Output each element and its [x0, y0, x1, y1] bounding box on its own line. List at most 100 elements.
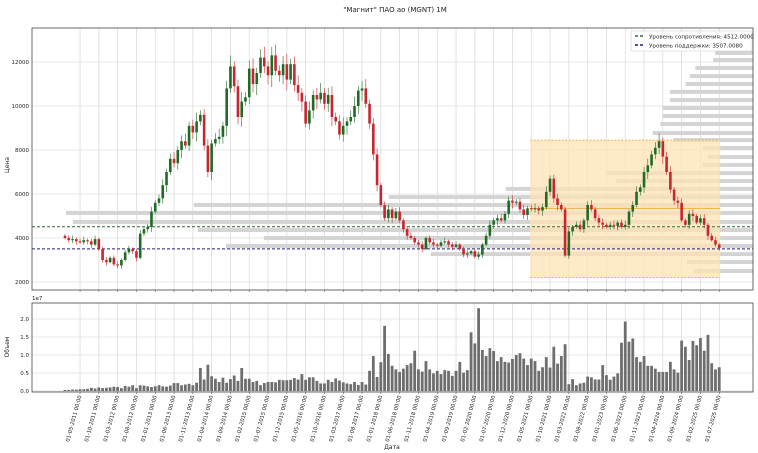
- candle-body: [161, 185, 165, 199]
- candle-body: [710, 235, 714, 241]
- volume-bar: [699, 338, 702, 391]
- candle-body: [244, 97, 247, 102]
- x-tick-label: 01-03-2022 00:00: [554, 394, 572, 442]
- candle-body: [187, 125, 191, 146]
- candle-body: [597, 218, 601, 223]
- volume-bar: [653, 368, 657, 391]
- volume-bar: [544, 357, 548, 391]
- candle: [146, 223, 150, 233]
- volume-bar: [405, 365, 409, 391]
- volume-bar: [153, 386, 157, 391]
- volume-bar: [443, 370, 447, 391]
- volume-bar: [514, 355, 518, 391]
- candle-body: [293, 64, 296, 86]
- candle: [560, 202, 563, 212]
- volume-bar: [601, 365, 605, 391]
- x-tick-label: 01-01-2018 00:00: [366, 394, 384, 442]
- volume-bar: [657, 371, 661, 391]
- candle-body: [191, 125, 195, 133]
- x-tick-label: 01-06-2013 00:00: [159, 394, 177, 442]
- volume-bar: [236, 380, 240, 391]
- candle-body: [635, 191, 638, 205]
- candle-body: [706, 224, 710, 236]
- candle-body: [567, 231, 571, 256]
- candle-body: [251, 68, 255, 84]
- candle-body: [507, 200, 510, 214]
- candle-body: [323, 92, 326, 104]
- candle-body: [202, 114, 206, 146]
- candle: [225, 80, 228, 137]
- candle: [496, 214, 499, 226]
- legend: Уровень сопротивления: 4512.0000 Уровень…: [630, 30, 754, 52]
- candle-body: [458, 244, 462, 249]
- volume-profile-bar: [197, 228, 754, 233]
- x-tick-label: 01-01-2013 00:00: [141, 394, 159, 442]
- volume-bar: [496, 361, 499, 391]
- volume-bar: [289, 379, 292, 391]
- candle-body: [172, 158, 176, 164]
- volume-bar: [386, 353, 390, 391]
- candle-body: [360, 88, 364, 91]
- candle-body: [168, 158, 172, 172]
- volume-bar: [541, 367, 544, 391]
- candle: [548, 175, 552, 196]
- candle: [661, 137, 665, 165]
- volume-bar: [281, 380, 285, 391]
- volume-bar: [74, 389, 78, 391]
- candle-body: [326, 95, 330, 104]
- volume-bar: [277, 379, 281, 391]
- volume-bar: [345, 383, 349, 391]
- candle: [439, 239, 443, 248]
- candle-body: [108, 257, 112, 263]
- candle: [251, 58, 255, 93]
- candle: [394, 207, 398, 221]
- candle: [409, 232, 413, 240]
- candle: [710, 233, 714, 242]
- volume-bar: [364, 384, 368, 391]
- volume-bar: [668, 361, 672, 391]
- candle: [296, 75, 300, 101]
- volume-profile-bar: [226, 243, 754, 248]
- candle-body: [300, 92, 304, 102]
- volume-bar: [232, 375, 236, 391]
- candle: [210, 139, 213, 180]
- candle: [477, 251, 480, 260]
- price-axes-frame: [31, 27, 754, 291]
- candle-body: [372, 123, 375, 155]
- candle-body: [578, 224, 582, 230]
- volume-bar: [338, 380, 341, 391]
- volume-bar: [563, 344, 567, 391]
- candle: [529, 204, 533, 212]
- candle: [627, 209, 631, 229]
- volume-bar: [552, 346, 556, 391]
- candle-body: [368, 103, 371, 124]
- candle-body: [526, 208, 529, 215]
- volume-bar: [360, 382, 364, 391]
- candle-body: [593, 209, 597, 219]
- candle: [563, 207, 567, 258]
- volume-bar: [123, 385, 127, 391]
- candle: [319, 83, 322, 104]
- candle-body: [638, 187, 642, 192]
- volume-profile-bar: [713, 58, 753, 63]
- candle-body: [533, 208, 537, 210]
- candle: [135, 248, 138, 262]
- candle: [63, 233, 67, 240]
- candle-body: [398, 211, 401, 221]
- volume-bar: [687, 360, 691, 391]
- candle-body: [484, 235, 488, 245]
- candle-body: [308, 110, 311, 124]
- volume-bar: [202, 379, 206, 391]
- x-tick-label: 01-01-2023 00:00: [592, 394, 610, 442]
- candle-body: [413, 238, 416, 243]
- candle: [255, 67, 259, 96]
- candle: [86, 238, 89, 245]
- candle-body: [345, 121, 349, 126]
- candle: [684, 218, 687, 228]
- volume-bar: [229, 379, 232, 391]
- candle: [484, 232, 488, 247]
- candle-body: [146, 227, 150, 230]
- candle-body: [477, 254, 480, 257]
- candle-body: [503, 213, 507, 221]
- candle-body: [684, 220, 687, 225]
